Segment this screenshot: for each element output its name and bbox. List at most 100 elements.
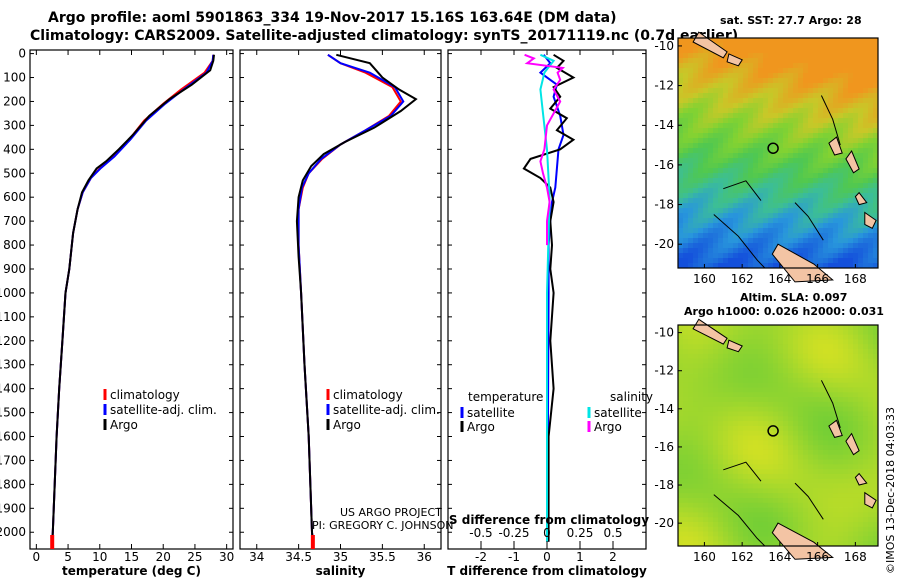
sst-map-cell xyxy=(768,223,774,229)
sst-map-cell xyxy=(853,173,859,179)
sla-map-cell xyxy=(773,541,779,547)
depth-tick-label: 1000 xyxy=(0,286,26,300)
sla-map-cell xyxy=(793,363,799,369)
sla-map-cell xyxy=(783,464,789,470)
sla-map-cell xyxy=(743,435,749,441)
sla-contour xyxy=(713,494,766,547)
sla-map-cell xyxy=(838,459,844,465)
sst-map-cell xyxy=(768,158,774,164)
sla-map-cell xyxy=(733,334,739,340)
sla-map-cell xyxy=(808,502,814,508)
sla-map-cell xyxy=(763,469,769,475)
sst-map-cell xyxy=(743,208,749,214)
sla-map-cell xyxy=(713,377,719,384)
sla-map-cell xyxy=(708,512,714,518)
sla-map-cell xyxy=(823,478,829,484)
sst-map-cell xyxy=(848,183,854,189)
sla-map-cell xyxy=(728,488,734,494)
sst-map-cell xyxy=(828,213,834,219)
sla-map-cell xyxy=(753,493,759,499)
sst-map-cell xyxy=(703,178,709,184)
sst-map-cell xyxy=(823,93,829,99)
sla-map-cell xyxy=(733,502,739,508)
sla-map-cell xyxy=(733,449,739,456)
sla-map-cell xyxy=(738,531,744,537)
sst-map-cell xyxy=(868,48,874,54)
sla-map-cell xyxy=(783,387,789,393)
sla-map-cell xyxy=(773,397,779,403)
sst-map-cell xyxy=(683,243,689,249)
sla-map-cell xyxy=(798,502,804,508)
sst-map-cell xyxy=(788,228,794,234)
sst-map-cell xyxy=(853,213,859,219)
sst-map-cell xyxy=(733,178,739,184)
sla-map-cell xyxy=(823,483,829,489)
sst-map-cell xyxy=(783,43,789,49)
sla-map-cell xyxy=(858,488,864,494)
sst-map-cell xyxy=(718,93,724,99)
sst-map-cell xyxy=(853,253,859,259)
sla-map-cell xyxy=(693,435,699,441)
sla-map-cell xyxy=(848,497,854,504)
sst-map-cell xyxy=(763,108,769,114)
sst-map-cell xyxy=(738,93,744,99)
sla-map-cell xyxy=(838,502,844,508)
sst-map-cell xyxy=(763,88,769,94)
sla-map-cell xyxy=(818,536,824,542)
sst-map-cell xyxy=(803,158,809,164)
sla-map-cell xyxy=(798,382,804,388)
temp-x-tick-label: 10 xyxy=(92,550,107,564)
sla-map-cell xyxy=(808,459,814,465)
sst-map-cell xyxy=(683,63,689,69)
sla-map-cell xyxy=(733,435,739,441)
sst-map-cell xyxy=(718,223,724,229)
sst-map-cell xyxy=(873,203,879,209)
sla-map-cell xyxy=(828,334,834,340)
sla-map-cell xyxy=(873,349,879,355)
sst-map-cell xyxy=(758,258,764,264)
sla-map-cell xyxy=(808,445,814,451)
sst-map-cell xyxy=(733,68,739,74)
sst-map-cell xyxy=(818,98,824,104)
sst-map-cell xyxy=(768,178,774,184)
sst-map-cell xyxy=(718,133,724,139)
sla-map-cell xyxy=(808,387,814,393)
sst-map-cell xyxy=(748,63,754,69)
sla-map-cell xyxy=(838,507,844,513)
sla-map-cell xyxy=(718,344,724,350)
sla-map-cell xyxy=(778,435,784,441)
sst-map-cell xyxy=(838,233,844,239)
sst-map-cell xyxy=(808,188,814,194)
sst-map-cell xyxy=(788,98,794,104)
sla-map-cell xyxy=(743,339,749,345)
sst-map-cell xyxy=(793,58,799,64)
sla-map-cell xyxy=(823,334,829,340)
sst-map-cell xyxy=(713,223,719,229)
sst-map-cell xyxy=(753,143,759,149)
sst-map-cell xyxy=(698,173,704,179)
sst-map-cell xyxy=(703,143,709,149)
sla-map-cell xyxy=(688,536,694,542)
sst-map-cell xyxy=(843,173,849,179)
sst-map-cell xyxy=(798,138,804,144)
sla-map-cell xyxy=(733,358,739,364)
sla-map-cell xyxy=(788,392,794,398)
sst-map-cell xyxy=(763,143,769,149)
sla-map-cell xyxy=(778,421,784,427)
sst-map-cell xyxy=(813,253,819,259)
sla-map-cell xyxy=(753,358,759,364)
sla-map-cell xyxy=(858,435,864,441)
sst-map-cell xyxy=(693,198,699,204)
sla-map-cell xyxy=(838,541,844,547)
sla-map-cell xyxy=(798,526,804,532)
sla-map-cell xyxy=(743,526,749,532)
sla-map-cell xyxy=(678,464,684,470)
sst-map-cell xyxy=(828,248,834,254)
sla-map-cell xyxy=(783,488,789,494)
sst-map-cell xyxy=(818,263,824,269)
sla-map-cell xyxy=(793,349,799,355)
sla-map-cell xyxy=(808,358,814,364)
sst-map-cell xyxy=(738,38,744,44)
sla-map-cell xyxy=(853,377,859,384)
sst-map-cell xyxy=(853,223,859,229)
